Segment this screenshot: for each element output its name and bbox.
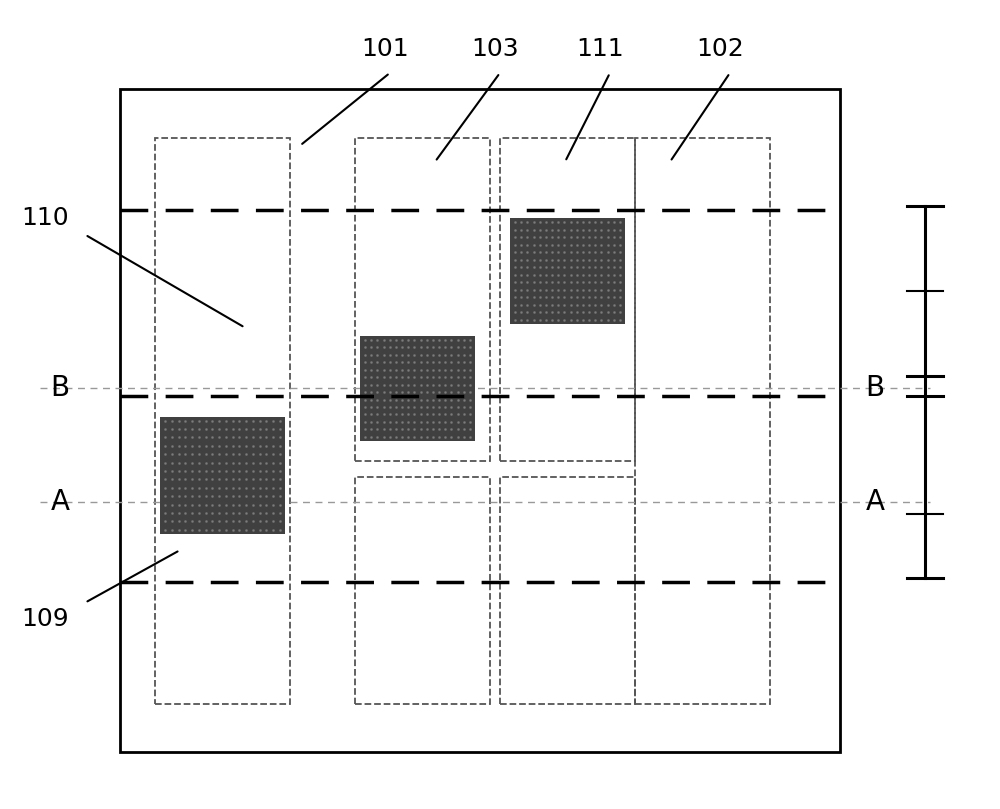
Text: 110: 110 — [21, 206, 69, 231]
FancyBboxPatch shape — [360, 336, 475, 441]
Text: 111: 111 — [576, 36, 624, 61]
FancyBboxPatch shape — [160, 417, 285, 534]
Text: 103: 103 — [471, 36, 519, 61]
Text: 109: 109 — [21, 607, 69, 631]
Text: B: B — [865, 375, 885, 402]
Text: 102: 102 — [696, 36, 744, 61]
FancyBboxPatch shape — [510, 218, 625, 324]
Text: 101: 101 — [361, 36, 409, 61]
Text: A: A — [866, 488, 885, 515]
Text: A: A — [50, 488, 70, 515]
Text: B: B — [50, 375, 70, 402]
